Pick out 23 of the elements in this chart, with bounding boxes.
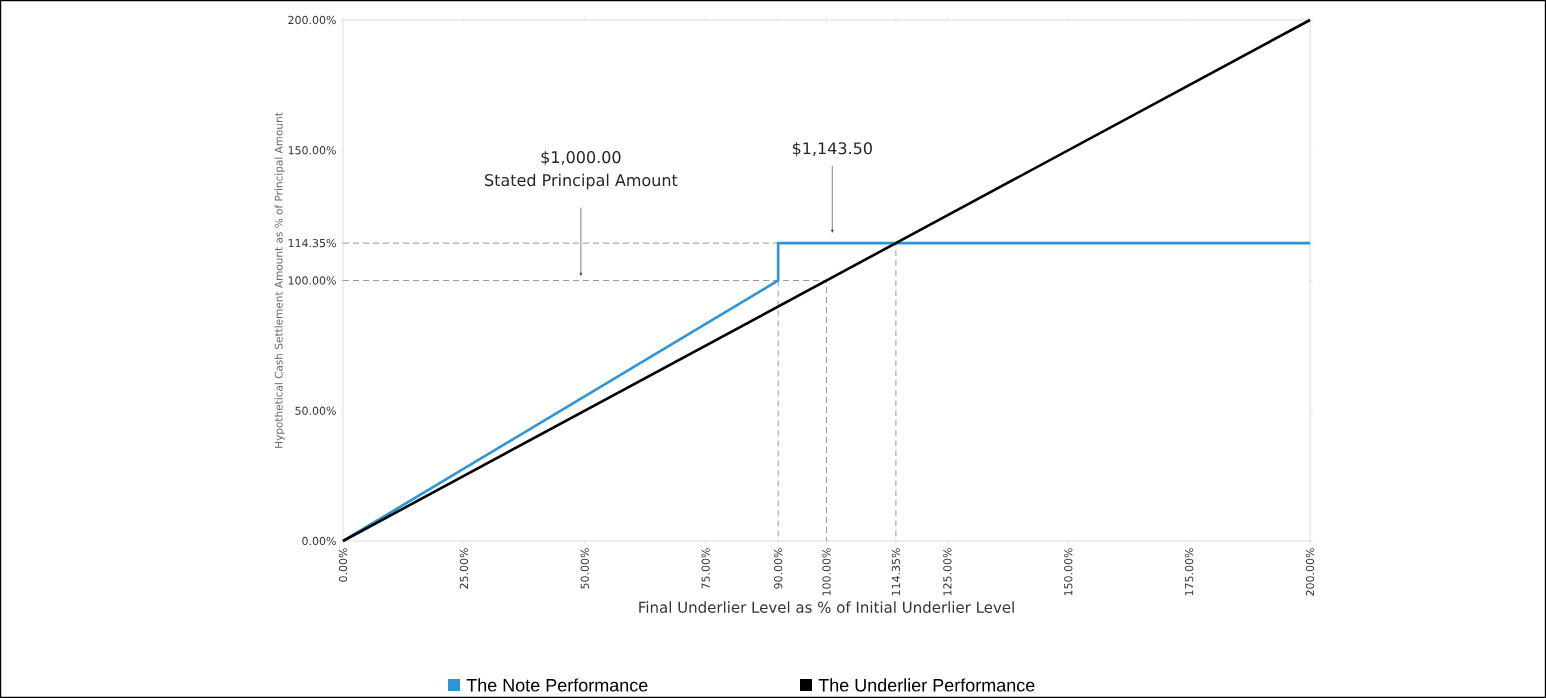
annotation: $1,143.50 [792, 141, 872, 157]
y-tick-label: 100.00% [288, 276, 336, 285]
x-tick-label: 125.00% [943, 548, 952, 596]
y-tick-label: 114.35% [288, 238, 336, 248]
annotation: $1,000.00 [541, 150, 621, 166]
annotation: Stated Principal Amount [485, 173, 678, 190]
x-tick-label: 114.35% [891, 548, 901, 596]
x-tick-label: 150.00% [1064, 548, 1073, 596]
x-tick-label: 175.00% [1184, 548, 1194, 596]
y-axis-title: Hypothetical Cash Settlement Amount as % of Principal Amount [274, 112, 285, 448]
x-tick-label: 200.00% [1305, 548, 1315, 596]
y-tick-label: 200.00% [288, 15, 336, 25]
y-tick-label: 150.00% [288, 146, 336, 155]
x-tick-label: 100.00% [822, 548, 831, 596]
x-tick-label: 75.00% [701, 548, 710, 589]
y-tick-label: 0.00% [302, 536, 336, 546]
legend-label: The Underlier Performance [818, 678, 1035, 692]
x-tick-label: 90.00% [774, 548, 783, 589]
x-tick-label: 25.00% [459, 548, 469, 589]
legend-label: The Note Performance [466, 678, 648, 692]
x-tick-label: 50.00% [580, 548, 589, 589]
x-axis-title: Final Underlier Level as % of Initial Underlier Level [639, 601, 1014, 613]
y-tick-label: 50.00% [295, 406, 336, 415]
